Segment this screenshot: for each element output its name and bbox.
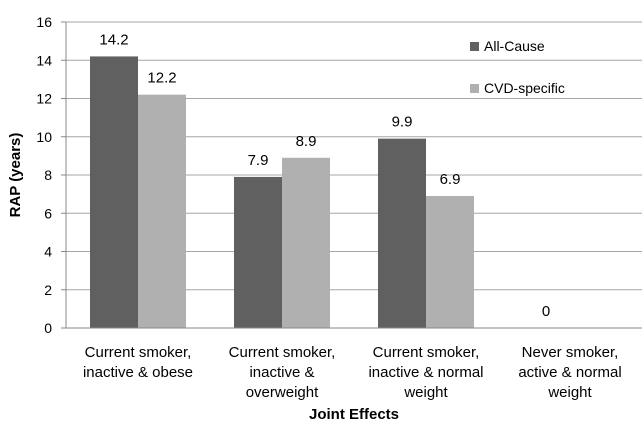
- x-axis-title: Joint Effects: [309, 406, 399, 423]
- x-category-label-line: overweight: [246, 384, 319, 401]
- x-category-label: Current smoker, inactive & normal weight: [368, 344, 483, 401]
- x-category-label: Never smoker, active & normal weight: [518, 344, 621, 401]
- y-tick-label: 6: [44, 205, 52, 221]
- y-axis-ticks: 0 2 4 6 8 10 12 14 16: [36, 14, 66, 336]
- x-category-label-line: Current smoker,: [373, 344, 480, 361]
- data-label: 14.2: [99, 31, 128, 48]
- legend: All-Cause CVD-specific: [470, 38, 565, 96]
- bars: [90, 56, 474, 329]
- x-category-label-line: active & normal: [518, 364, 621, 381]
- y-tick-label: 12: [36, 91, 52, 107]
- x-category-label-line: weight: [547, 384, 592, 401]
- data-label: 6.9: [440, 171, 461, 188]
- data-label: 8.9: [296, 133, 317, 150]
- y-tick-label: 16: [36, 14, 52, 30]
- legend-swatch: [470, 42, 479, 51]
- y-tick-label: 8: [44, 167, 52, 183]
- y-axis-title: RAP (years): [7, 133, 24, 218]
- x-category-label-line: Never smoker,: [522, 344, 619, 361]
- x-category-label-line: inactive & normal: [368, 364, 483, 381]
- x-category-label-line: weight: [403, 384, 448, 401]
- legend-label: CVD-specific: [484, 80, 565, 96]
- x-category-label: Current smoker, inactive & obese: [83, 344, 193, 381]
- data-label: 0: [542, 303, 550, 320]
- data-label: 12.2: [147, 70, 176, 87]
- y-tick-label: 2: [44, 282, 52, 298]
- data-labels: 14.2 12.2 7.9 8.9 9.9 6.9 0: [99, 31, 550, 320]
- y-tick-label: 10: [36, 129, 52, 145]
- bar-all-cause: [378, 138, 426, 328]
- data-label: 7.9: [248, 152, 269, 169]
- y-tick-label: 14: [36, 52, 52, 68]
- x-category-label-line: inactive &: [249, 364, 314, 381]
- bar-all-cause: [90, 56, 138, 329]
- data-label: 9.9: [392, 114, 413, 131]
- y-tick-label: 4: [44, 244, 52, 260]
- legend-swatch: [470, 84, 479, 93]
- bar-cvd-specific: [138, 94, 186, 328]
- bar-all-cause: [234, 176, 282, 328]
- x-category-label-line: Current smoker,: [229, 344, 336, 361]
- x-category-label: Current smoker, inactive & overweight: [229, 344, 336, 401]
- bar-cvd-specific: [282, 157, 330, 328]
- x-category-label-line: Current smoker,: [85, 344, 192, 361]
- x-category-label-line: inactive & obese: [83, 364, 193, 381]
- legend-label: All-Cause: [484, 38, 545, 54]
- bar-cvd-specific: [426, 196, 474, 328]
- y-tick-label: 0: [44, 320, 52, 336]
